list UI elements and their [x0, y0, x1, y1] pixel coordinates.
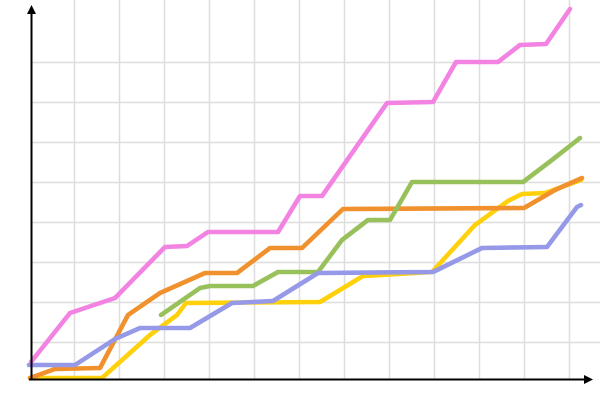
- series-blue-line: [26, 202, 584, 368]
- series-yellow-line: [27, 177, 584, 381]
- series-orange-line: [27, 175, 585, 381]
- series-green-line: [158, 135, 583, 318]
- series-pink-line: [28, 6, 573, 365]
- x-axis-arrow-icon: [584, 375, 593, 384]
- y-axis-arrow-icon: [27, 5, 36, 14]
